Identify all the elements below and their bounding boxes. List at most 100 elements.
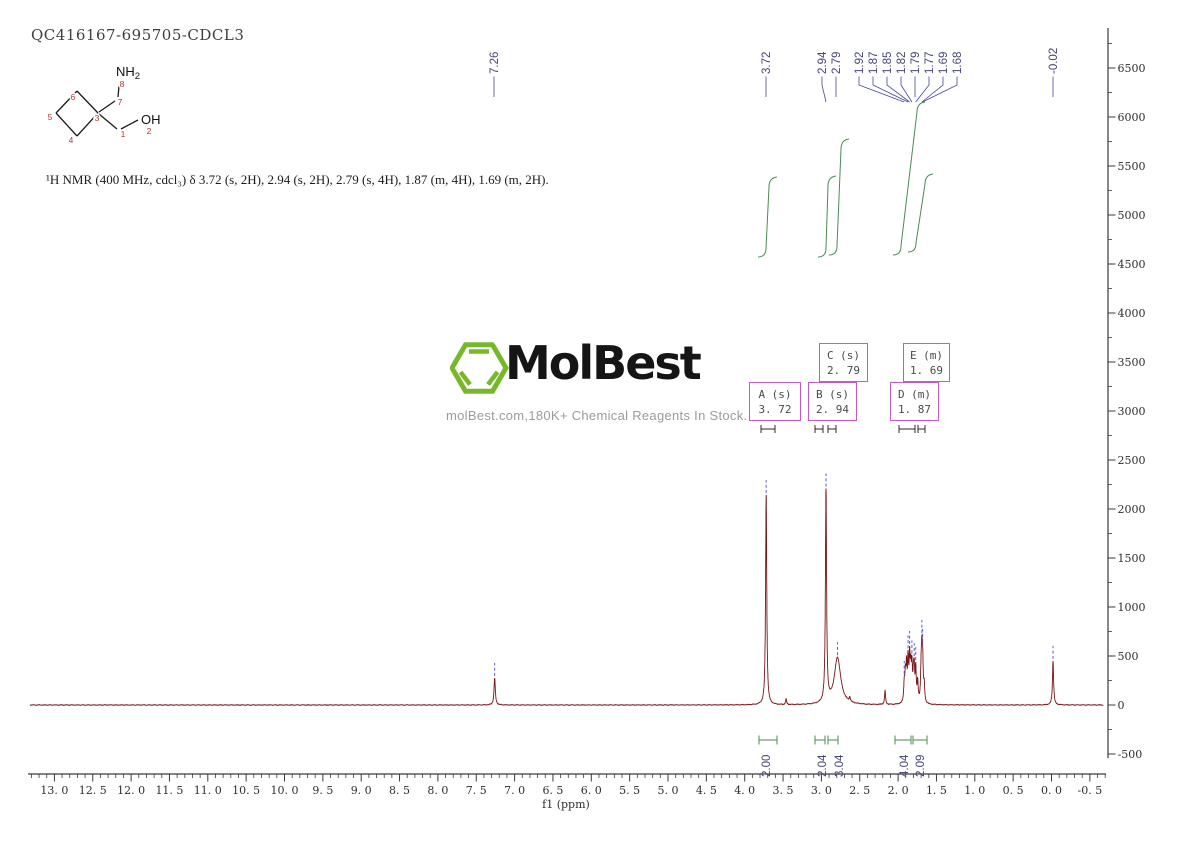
x-axis: 13. 0 12. 5 12. 0 11. 5 11. 0 10. 5 10. 0 9. 5 9… bbox=[28, 773, 1106, 811]
atom-number: 7 bbox=[118, 97, 123, 107]
y-axis: 6500600055005000450040003500300025002000… bbox=[1107, 28, 1146, 761]
x-tick-label: 3. 5 bbox=[773, 784, 794, 797]
y-tick-label: 0 bbox=[1118, 699, 1125, 712]
integral-value: 4.04 bbox=[899, 754, 911, 777]
peak-pointer bbox=[915, 76, 930, 103]
y-tick-label: 4500 bbox=[1118, 258, 1146, 271]
y-tick-label: 5500 bbox=[1118, 160, 1146, 173]
multiplet-box-B: B (s) 2. 94 bbox=[808, 382, 857, 421]
x-tick-label: 10. 0 bbox=[271, 784, 299, 797]
x-tick-label: 2. 5 bbox=[849, 784, 870, 797]
bond bbox=[117, 85, 120, 98]
x-tick-label: 0. 5 bbox=[1003, 784, 1024, 797]
y-tick-label: -500 bbox=[1118, 748, 1143, 761]
nmr-assignment-text: ¹H NMR (400 MHz, cdcl₃) δ 3.72 (s, 2H), … bbox=[46, 172, 549, 187]
multiplet-id: B (s) bbox=[815, 387, 850, 401]
peak-pointer bbox=[922, 76, 958, 103]
x-tick-label: 9. 5 bbox=[312, 784, 333, 797]
atom-number: 5 bbox=[48, 112, 53, 122]
multiplet-box-E: E (m) 1. 69 bbox=[903, 343, 950, 382]
peak-pointer bbox=[858, 76, 905, 103]
molecule-structure: 6 5 3 4 7 8 1 2 NH2 OH bbox=[46, 64, 161, 147]
bond bbox=[55, 112, 78, 137]
x-tick-label: 9. 0 bbox=[351, 784, 372, 797]
x-tick-label: 7. 0 bbox=[504, 784, 525, 797]
multiplet-id: E (m) bbox=[909, 348, 944, 362]
x-tick-label: 6. 5 bbox=[542, 784, 563, 797]
y-tick-label: 3500 bbox=[1118, 356, 1146, 369]
bond bbox=[76, 112, 99, 137]
peak-label: 2.94 bbox=[817, 51, 829, 74]
x-tick-label: 4. 0 bbox=[734, 784, 755, 797]
integral-curve bbox=[907, 173, 934, 253]
bond bbox=[98, 100, 116, 113]
peak-label: 1.69 bbox=[938, 52, 950, 74]
multiplet-box-C: C (s) 2. 79 bbox=[819, 343, 868, 382]
x-tick-label: 11. 5 bbox=[155, 784, 183, 797]
y-tick-label: 2500 bbox=[1118, 454, 1146, 467]
multiplet-ranges bbox=[760, 425, 926, 433]
y-tick-label: 3000 bbox=[1118, 405, 1146, 418]
peak-label: 1.82 bbox=[896, 52, 908, 74]
integral-value: 2.00 bbox=[761, 755, 773, 777]
x-tick-label: 4. 5 bbox=[696, 784, 717, 797]
multiplet-box-D: D (m) 1. 87 bbox=[890, 382, 939, 421]
x-tick-label: 5. 5 bbox=[619, 784, 640, 797]
x-axis-title: f1 (ppm) bbox=[542, 798, 590, 811]
atom-number-group: 6 5 3 4 7 8 1 2 bbox=[46, 78, 153, 147]
peak-label: 1.87 bbox=[868, 52, 880, 74]
hexagon-icon bbox=[450, 337, 509, 394]
peak-label: 1.92 bbox=[854, 52, 866, 74]
peak-label: 1.85 bbox=[882, 52, 894, 74]
x-tick-label: 13. 0 bbox=[40, 784, 68, 797]
molbest-logo: MolBest molBest.com,180K+ Chemical Reage… bbox=[446, 334, 750, 429]
multiplet-id: D (m) bbox=[897, 387, 932, 401]
multiplet-shift: 1. 69 bbox=[909, 363, 944, 377]
bond bbox=[55, 90, 78, 114]
peak-label: 1.77 bbox=[924, 52, 936, 74]
atom-number: 6 bbox=[71, 92, 76, 102]
peak-pointer bbox=[821, 76, 827, 103]
y-tick-label: 2000 bbox=[1118, 503, 1146, 516]
peak-label: 2.79 bbox=[831, 52, 843, 74]
logo-tagline: molBest.com,180K+ Chemical Reagents In S… bbox=[446, 408, 748, 423]
x-tick-label: 6. 0 bbox=[581, 784, 602, 797]
peak-label: 1.79 bbox=[910, 52, 922, 74]
bond bbox=[76, 90, 99, 114]
x-tick-label: -0. 5 bbox=[1077, 784, 1102, 797]
x-tick-label: 0. 0 bbox=[1041, 784, 1062, 797]
report-title: QC416167-695705-CDCL3 bbox=[31, 26, 245, 44]
multiplet-box-A: A (s) 3. 72 bbox=[749, 382, 801, 421]
multiplet-shift: 1. 87 bbox=[897, 402, 932, 416]
y-tick-label: 6000 bbox=[1118, 111, 1146, 124]
multiplet-shift: 3. 72 bbox=[758, 402, 792, 416]
x-tick-label: 8. 5 bbox=[389, 784, 410, 797]
y-tick-label: 1000 bbox=[1118, 601, 1146, 614]
atom-number: 2 bbox=[147, 126, 152, 136]
peak-pointer bbox=[900, 76, 913, 103]
bond-group bbox=[55, 85, 139, 137]
spectrum-trace bbox=[29, 488, 1104, 706]
y-tick-label: 5000 bbox=[1118, 209, 1146, 222]
x-tick-label: 2. 0 bbox=[888, 784, 909, 797]
multiplet-shift: 2. 94 bbox=[815, 402, 850, 416]
x-tick-label: 1. 5 bbox=[926, 784, 947, 797]
peak-labels: 7.26 3.72 2.94 2.79 1.92 1.87 1.85 1.82 1.79 1.77… bbox=[489, 48, 1060, 677]
multiplet-id: A (s) bbox=[758, 387, 792, 401]
nh2-label: NH2 bbox=[116, 64, 140, 82]
atom-number: 1 bbox=[121, 129, 126, 139]
integral-curve bbox=[817, 175, 837, 258]
y-tick-label: 500 bbox=[1118, 650, 1139, 663]
y-tick-label: 1500 bbox=[1118, 552, 1146, 565]
y-tick-label: 4000 bbox=[1118, 307, 1146, 320]
logo-text: MolBest bbox=[505, 336, 702, 390]
integral-curve bbox=[892, 101, 926, 256]
x-tick-label: 8. 0 bbox=[427, 784, 448, 797]
y-tick-label: 6500 bbox=[1118, 62, 1146, 75]
integral-value: 2.04 bbox=[817, 754, 829, 777]
peak-pointer bbox=[886, 76, 910, 103]
peak-label: 3.72 bbox=[761, 52, 773, 74]
oh-label: OH bbox=[141, 112, 161, 127]
